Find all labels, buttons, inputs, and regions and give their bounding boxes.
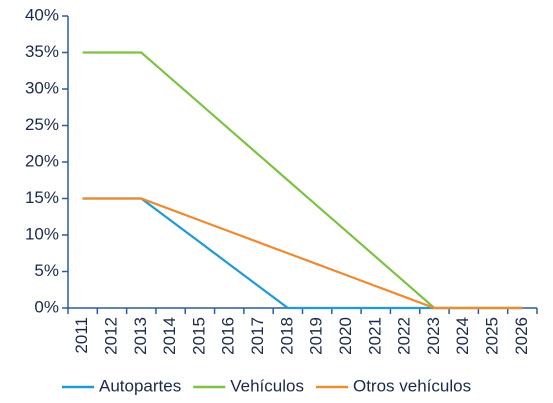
x-tick-label: 2012 <box>101 317 120 355</box>
y-tick-label: 0% <box>34 297 59 316</box>
x-tick-label: 2019 <box>307 317 326 355</box>
x-tick-label: 2023 <box>424 317 443 355</box>
x-tick-label: 2025 <box>483 317 502 355</box>
y-tick-label: 30% <box>25 78 59 97</box>
y-tick-label: 15% <box>25 188 59 207</box>
x-tick-label: 2017 <box>248 317 267 355</box>
x-tick-label: 2016 <box>219 317 238 355</box>
y-tick-label: 5% <box>34 261 59 280</box>
y-tick-label: 20% <box>25 151 59 170</box>
series-line <box>82 51 523 310</box>
series-line <box>82 197 523 310</box>
y-tick-label: 35% <box>25 42 59 61</box>
x-tick-label: 2026 <box>512 317 531 355</box>
y-tick-label: 40% <box>25 5 59 24</box>
x-tick-label: 2022 <box>395 317 414 355</box>
series-line <box>82 197 523 310</box>
x-tick-label: 2014 <box>160 317 179 355</box>
x-tick-label: 2011 <box>72 317 91 354</box>
legend-label: Vehículos <box>230 376 304 395</box>
x-tick-label: 2021 <box>365 317 384 355</box>
x-tick-label: 2018 <box>277 317 296 355</box>
x-tick-label: 2024 <box>453 317 472 355</box>
y-tick-label: 25% <box>25 115 59 134</box>
legend-label: Autopartes <box>99 376 181 395</box>
y-tick-label: 10% <box>25 224 59 243</box>
x-tick-label: 2013 <box>131 317 150 355</box>
x-tick-label: 2015 <box>189 317 208 355</box>
legend-label: Otros vehículos <box>353 376 471 395</box>
x-tick-label: 2020 <box>336 317 355 355</box>
